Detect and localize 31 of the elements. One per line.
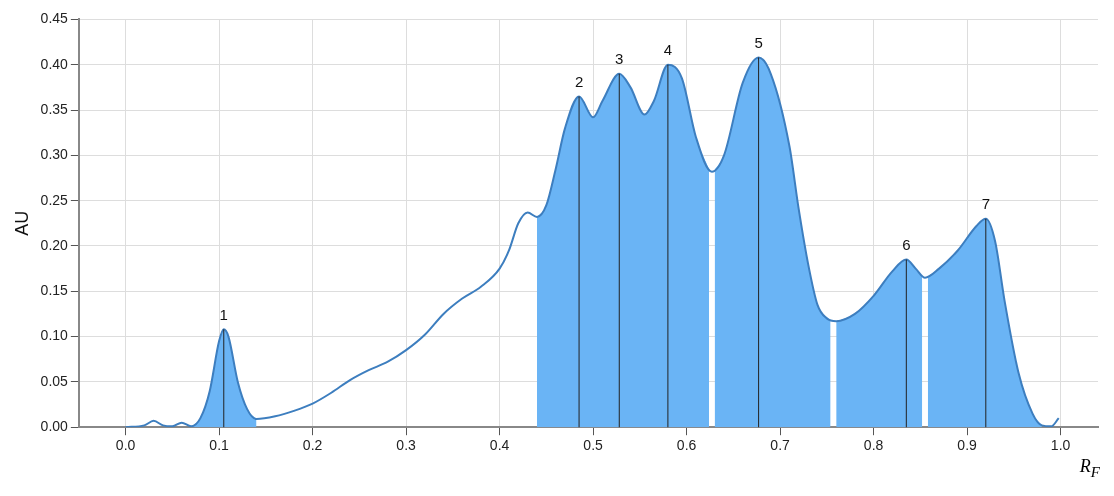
x-tick-label: 0.9 [957,437,978,454]
annotation: 1 [219,305,228,323]
x-tick-label: 0.2 [302,437,323,454]
y-tick-label: 0.35 [40,100,69,117]
annotation: 7 [981,195,990,213]
y-tick-label: 0.05 [40,372,69,389]
x-tick-label: 0.5 [583,437,604,454]
annotation: 2 [574,73,584,91]
x-tick-label: 0.1 [209,437,230,454]
y-tick-label: 0.30 [40,146,69,163]
x-tick-label: 1.0 [1050,437,1071,454]
annotation: 4 [663,41,673,59]
x-tick-label: 0.4 [489,437,510,454]
x-tick-label: 0.3 [396,437,417,454]
annotation: 3 [615,50,624,68]
y-tick-label: 0.25 [40,191,69,208]
y-tick-label: 0.00 [40,418,69,435]
x-tick-label: 0.7 [770,437,791,454]
x-tick-label: 0.0 [115,437,136,454]
x-tick-label: 0.6 [676,437,697,454]
y-axis-title: AU [11,210,32,236]
y-tick-label: 0.15 [40,282,69,299]
annotation: 5 [754,34,763,52]
x-tick-label: 0.8 [863,437,884,454]
y-tick-label: 0.45 [40,10,69,27]
y-tick-label: 0.40 [40,55,69,72]
y-tick-label: 0.10 [40,327,69,344]
y-tick-label: 0.20 [40,236,69,253]
x-axis-title: R$_{F}$ [1079,456,1100,481]
line-series [124,56,1060,428]
annotation: 6 [902,236,911,254]
